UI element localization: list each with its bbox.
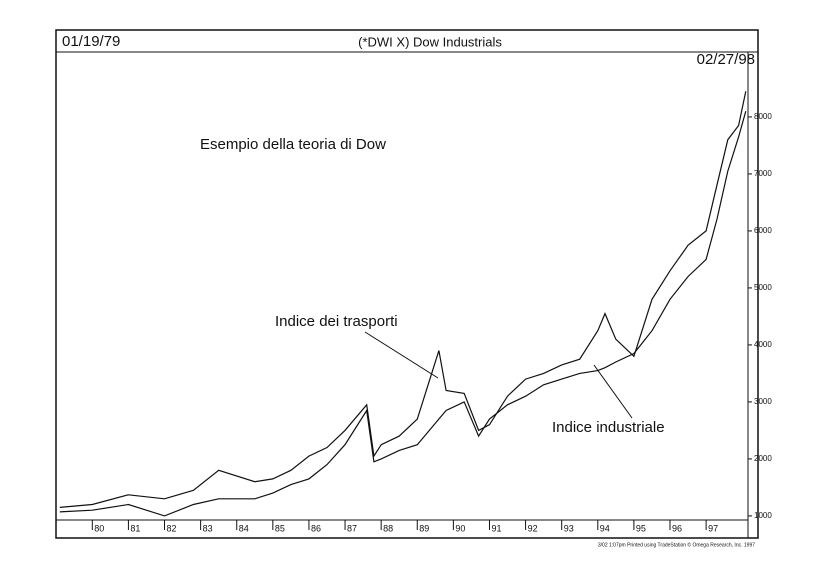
subtitle: Esempio della teoria di Dow (200, 136, 386, 153)
x-tick-label: 85 (275, 523, 285, 533)
x-tick-label: 87 (347, 523, 357, 533)
end-date: 02/27/98 (697, 51, 755, 68)
footer: 3/02 1:07pm Printed using TradeStation ©… (598, 541, 755, 548)
y-tick-label: 5000 (754, 283, 772, 292)
y-tick-label: 2000 (754, 454, 772, 463)
line-series (59, 111, 747, 517)
y-tick-label: 8000 (754, 112, 772, 121)
x-tick-label: 84 (239, 523, 249, 533)
y-tick-label: 6000 (754, 226, 772, 235)
x-tick-label: 94 (600, 523, 610, 533)
annotation-arrow (364, 331, 439, 379)
annotation: Indice dei trasporti (275, 313, 398, 330)
y-tick-label: 7000 (754, 169, 772, 178)
x-tick-label: 86 (311, 523, 321, 533)
annotation-arrow (593, 364, 633, 419)
y-tick-label: 3000 (754, 397, 772, 406)
x-tick-label: 91 (491, 523, 501, 533)
x-tick-label: 81 (130, 523, 140, 533)
line-series (59, 91, 747, 508)
x-tick-label: 90 (455, 523, 465, 533)
chart-title: (*DWI X) Dow Industrials (358, 34, 502, 49)
annotation: Indice industriale (552, 419, 665, 436)
y-tick-label: 1000 (754, 511, 772, 520)
x-tick-label: 88 (383, 523, 393, 533)
frame (55, 29, 759, 539)
x-tick-label: 97 (708, 523, 718, 533)
x-tick-label: 83 (203, 523, 213, 533)
x-tick-label: 93 (564, 523, 574, 533)
x-tick-label: 95 (636, 523, 646, 533)
y-tick-label: 4000 (754, 340, 772, 349)
start-date: 01/19/79 (62, 33, 120, 50)
x-tick-label: 96 (672, 523, 682, 533)
x-tick-label: 89 (419, 523, 429, 533)
x-tick-label: 92 (528, 523, 538, 533)
x-tick-label: 82 (167, 523, 177, 533)
x-tick-label: 80 (94, 523, 104, 533)
